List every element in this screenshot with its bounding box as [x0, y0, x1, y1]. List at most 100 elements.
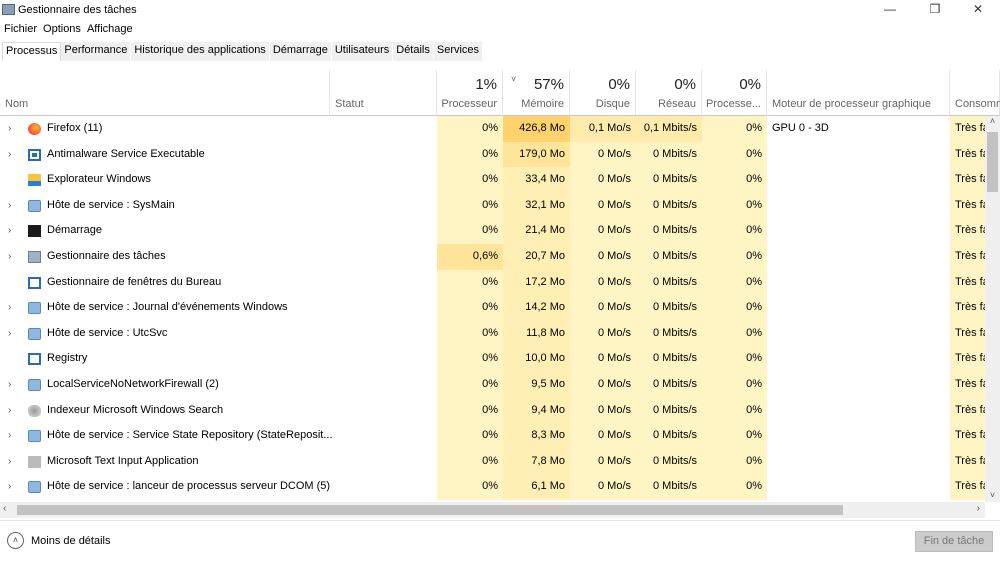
scroll-thumb[interactable]	[987, 132, 998, 192]
process-name: Registry	[47, 352, 88, 365]
expand-chevron-icon[interactable]: ›	[8, 455, 12, 467]
disk-cell: 0 Mo/s	[570, 141, 636, 168]
gpu-engine-cell	[767, 372, 950, 398]
column-status[interactable]: Statut	[330, 70, 437, 116]
table-row[interactable]: › Firefox (11) 0% 426,8 Mo 0,1 Mo/s 0,1 Mbits…	[0, 116, 985, 142]
table-row[interactable]: › Démarrage 0% 21,4 Mo 0 Mo/s 0 Mbits/s 0% Très…	[0, 218, 985, 244]
expand-chevron-icon[interactable]: ›	[8, 225, 12, 237]
disk-cell: 0 Mo/s	[570, 218, 636, 244]
gpu-engine-cell	[767, 321, 950, 347]
disk-cell: 0,1 Mo/s	[570, 116, 636, 142]
table-row[interactable]: › Hôte de service : Journal d'événements …	[0, 295, 985, 321]
table-row[interactable]: › Hôte de service : Service State Reposit…	[0, 423, 985, 449]
chevron-up-icon[interactable]: ˄	[7, 532, 24, 549]
disk-cell: 0 Mo/s	[570, 423, 636, 449]
memory-cell: 6,1 Mo	[503, 474, 570, 500]
menu-fichier[interactable]: Fichier	[4, 23, 38, 35]
table-row[interactable]: › Gestionnaire des tâches 0,6% 20,7 Mo 0 Mo/…	[0, 244, 985, 270]
table-row[interactable]: Explorateur Windows 0% 33,4 Mo 0 Mo/s 0 Mbit…	[0, 167, 985, 193]
process-name-cell: Registry	[0, 346, 437, 372]
column-power[interactable]: Consomm	[950, 70, 1000, 116]
expand-chevron-icon[interactable]: ›	[8, 251, 12, 262]
memory-cell: 8,3 Mo	[503, 423, 570, 449]
column-network[interactable]: 0% Réseau	[636, 70, 702, 116]
expand-chevron-icon[interactable]: ›	[8, 481, 12, 493]
network-cell: 0 Mbits/s	[636, 423, 702, 449]
scroll-right-icon[interactable]: ›	[976, 503, 980, 514]
memory-cell: 21,4 Mo	[503, 218, 570, 244]
process-name: LocalServiceNoNetworkFirewall (2)	[47, 378, 219, 390]
power-cell: Très faible	[950, 372, 985, 398]
disk-cell: 0 Mo/s	[570, 448, 636, 475]
gear-icon	[28, 199, 41, 212]
tab-historique[interactable]: Historique des applications	[131, 42, 270, 61]
expand-chevron-icon[interactable]: ›	[8, 199, 12, 211]
table-row[interactable]: › Microsoft Text Input Application 0% 7,8 M…	[0, 448, 985, 475]
menu-options[interactable]: Options	[43, 23, 81, 35]
expand-chevron-icon[interactable]: ›	[8, 379, 12, 390]
table-row[interactable]: › Hôte de service : SysMain 0% 32,1 Mo 0 Mo/…	[0, 192, 985, 219]
minimize-button[interactable]: —	[884, 2, 896, 16]
column-total: 0%	[739, 76, 761, 93]
table-row[interactable]: › Indexeur Microsoft Windows Search 0% 9,4 …	[0, 397, 985, 424]
gpu-cell: 0%	[702, 397, 767, 424]
table-row[interactable]: Registry 0% 10,0 Mo 0 Mo/s 0 Mbits/s 0% Très f…	[0, 346, 985, 372]
network-cell: 0 Mbits/s	[636, 167, 702, 193]
table-row[interactable]: › Antimalware Service Executable 0% 179,0 M…	[0, 141, 985, 168]
scroll-left-icon[interactable]: ‹	[3, 503, 7, 514]
vertical-scrollbar[interactable]: ˄ ˅	[985, 116, 1000, 502]
expand-chevron-icon[interactable]: ›	[8, 302, 12, 314]
gpu-cell: 0%	[702, 320, 767, 347]
gpu-engine-cell	[767, 423, 950, 449]
table-row[interactable]: › LocalServiceNoNetworkFirewall (2) 0% 9,5 …	[0, 372, 985, 398]
memory-cell: 9,5 Mo	[503, 372, 570, 398]
window-title: Gestionnaire des tâches	[18, 4, 137, 16]
gpu-cell: 0%	[702, 269, 767, 296]
table-row[interactable]: › Hôte de service : UtcSvc 0% 11,8 Mo 0 Mo/s…	[0, 320, 985, 347]
sort-chevron-icon: ˅	[511, 74, 517, 84]
close-button[interactable]: ✕	[972, 2, 984, 16]
memory-cell: 17,2 Mo	[503, 269, 570, 296]
maximize-button[interactable]: ❐	[929, 2, 941, 16]
menu-affichage[interactable]: Affichage	[86, 23, 133, 35]
process-name-cell: › Firefox (11)	[0, 116, 437, 142]
scroll-down-icon[interactable]: ˅	[989, 490, 996, 500]
tab-processus[interactable]: Processus	[2, 42, 62, 61]
column-disk[interactable]: 0% Disque	[570, 70, 636, 116]
tab-utilisateurs[interactable]: Utilisateurs	[331, 42, 394, 61]
end-task-button[interactable]: Fin de tâche	[915, 531, 993, 552]
tab-bar: Processus Performance Historique des app…	[2, 42, 484, 61]
expand-chevron-icon[interactable]: ›	[8, 327, 12, 339]
expand-chevron-icon[interactable]: ›	[8, 123, 12, 134]
column-label: Processe...	[705, 98, 761, 110]
column-label: Moteur de processeur graphique	[772, 98, 931, 110]
column-gpu-engine[interactable]: Moteur de processeur graphique	[767, 70, 950, 116]
column-gpu[interactable]: 0% Processe...	[702, 70, 767, 116]
tab-details[interactable]: Détails	[393, 42, 434, 61]
tab-demarrage[interactable]: Démarrage	[269, 42, 332, 61]
expand-chevron-icon[interactable]: ›	[8, 148, 12, 160]
gpu-cell: 0%	[702, 167, 767, 193]
scroll-thumb-horizontal[interactable]	[17, 505, 843, 515]
power-cell: Très faible	[950, 397, 985, 424]
gear-icon	[28, 430, 41, 443]
table-row[interactable]: › Hôte de service : lanceur de processus …	[0, 474, 985, 500]
gpu-cell: 0%	[702, 346, 767, 372]
scroll-up-icon[interactable]: ˄	[989, 116, 996, 126]
tab-services[interactable]: Services	[433, 42, 484, 61]
process-list: › Firefox (11) 0% 426,8 Mo 0,1 Mo/s 0,1 Mbits…	[0, 116, 985, 502]
task-manager-icon	[28, 251, 41, 263]
less-details-button[interactable]: Moins de détails	[31, 535, 111, 547]
tab-performance[interactable]: Performance	[61, 42, 132, 61]
column-cpu[interactable]: 1% Processeur	[437, 70, 503, 116]
gpu-engine-cell	[767, 142, 950, 168]
column-memory[interactable]: ˅ 57% Mémoire	[503, 70, 570, 116]
expand-chevron-icon[interactable]: ›	[8, 430, 12, 442]
expand-chevron-icon[interactable]: ›	[8, 404, 12, 416]
horizontal-scrollbar[interactable]: ‹ ›	[0, 502, 985, 518]
process-name: Hôte de service : SysMain	[47, 198, 175, 211]
column-name[interactable]: Nom	[0, 70, 330, 116]
gpu-engine-cell	[767, 167, 950, 193]
table-row[interactable]: Gestionnaire de fenêtres du Bureau 0% 17,2…	[0, 269, 985, 296]
process-name-cell: › Microsoft Text Input Application	[0, 449, 437, 475]
